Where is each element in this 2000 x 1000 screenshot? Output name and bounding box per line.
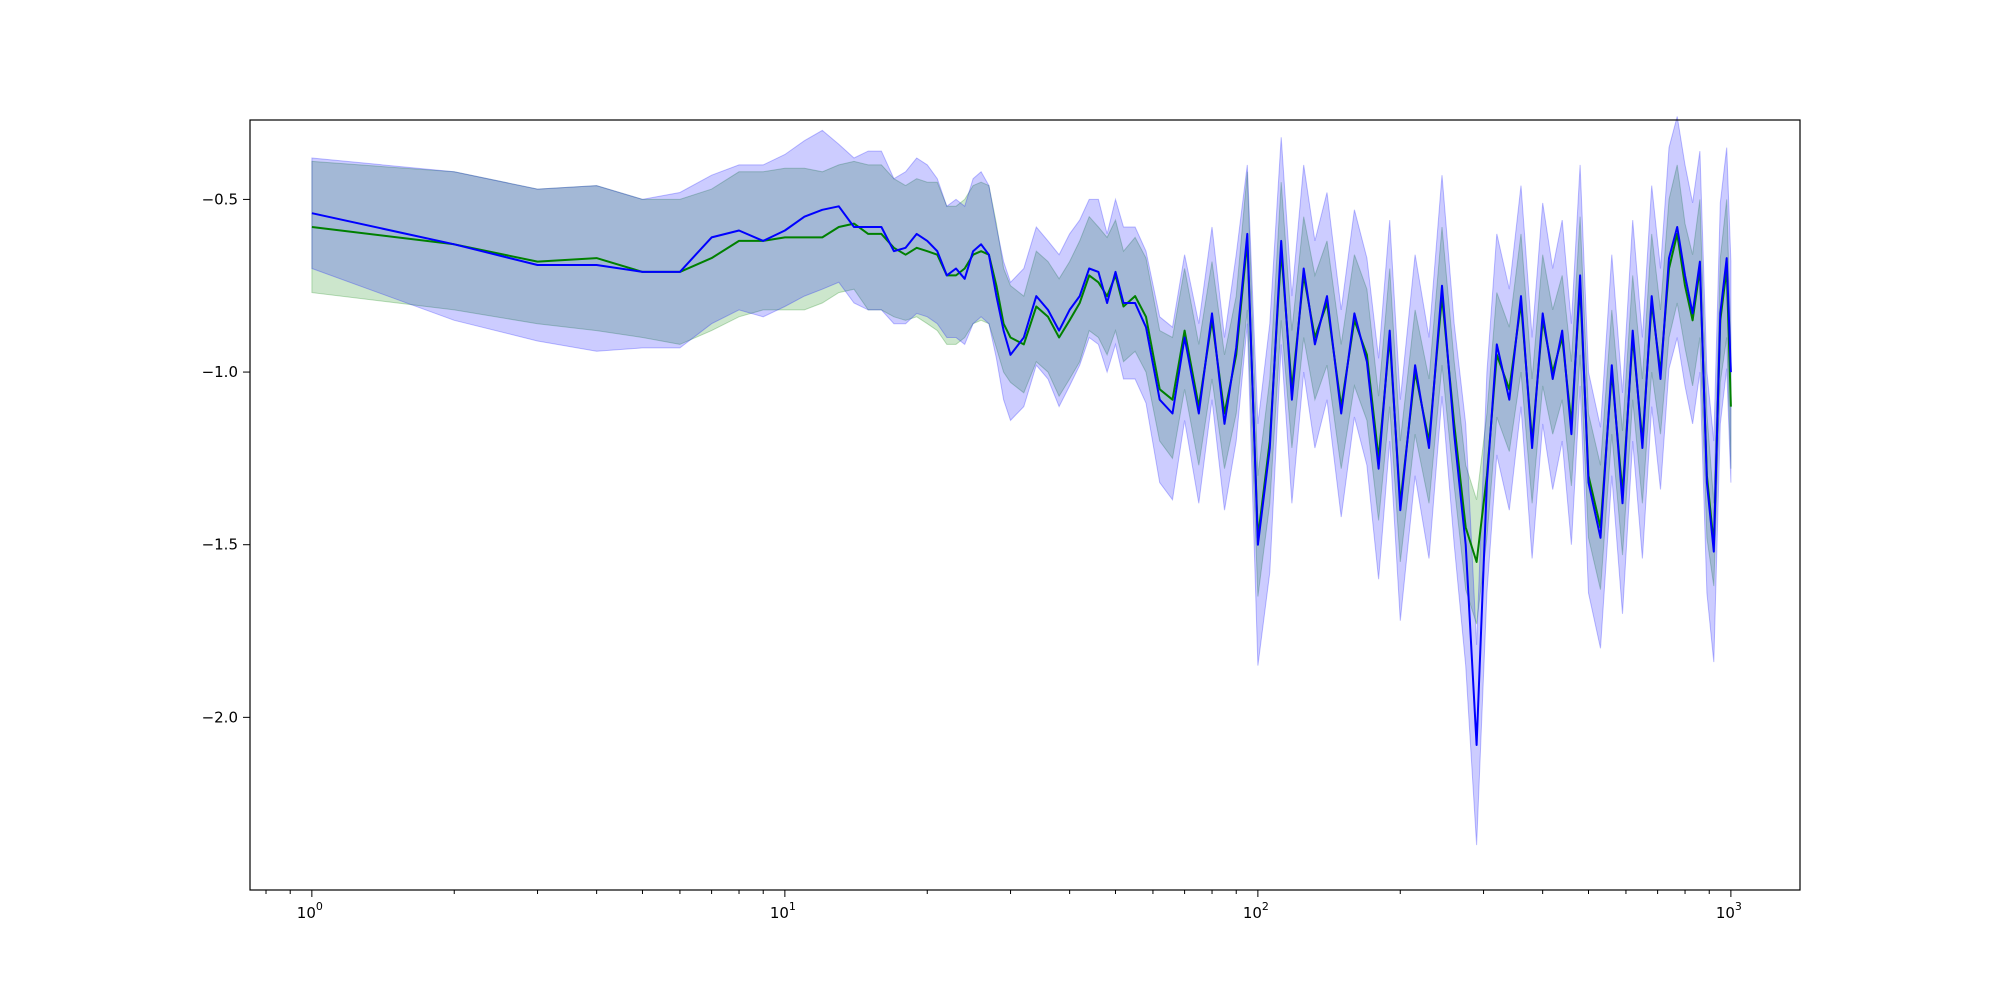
- y-tick-label: −2.0: [202, 708, 238, 726]
- band-series-1: [311, 160, 1732, 625]
- x-tick-label: 103: [1716, 900, 1742, 922]
- plot-frame: [249, 119, 1801, 891]
- y-tick-label: −1.0: [202, 363, 238, 381]
- y-axis-ticks: −0.5 −1.0 −1.5 −2.0: [202, 190, 250, 726]
- x-tick-label: 100: [297, 900, 323, 922]
- band-series-2: [311, 116, 1732, 846]
- x-tick-label: 102: [1243, 900, 1269, 922]
- y-tick-label: −0.5: [202, 190, 238, 208]
- x-axis-ticks: 100 101 102 103: [265, 890, 1742, 922]
- series-lines: [311, 205, 1732, 746]
- confidence-bands: [311, 116, 1732, 846]
- y-tick-label: −1.5: [202, 536, 238, 554]
- line-series-2: [311, 205, 1732, 746]
- x-tick-label: 101: [770, 900, 796, 922]
